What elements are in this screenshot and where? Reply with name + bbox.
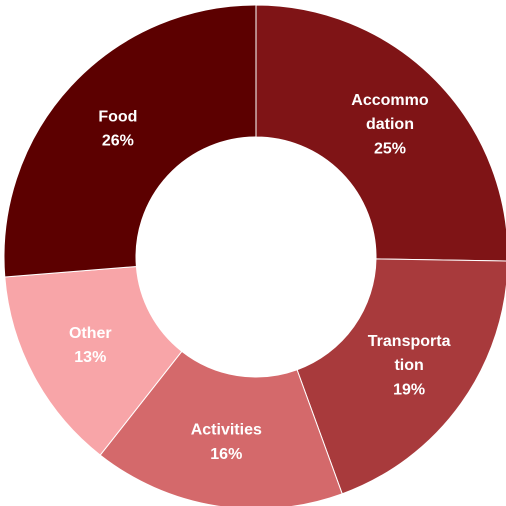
donut-slice bbox=[296, 258, 506, 495]
label-line: Accommo bbox=[351, 92, 429, 109]
label-line: Transporta bbox=[368, 333, 451, 350]
label-line: dation bbox=[366, 116, 414, 133]
donut-slice bbox=[4, 265, 183, 456]
slice-label: Food bbox=[98, 109, 137, 126]
label-line: Other bbox=[69, 325, 112, 342]
label-line: Food bbox=[98, 109, 137, 126]
donut-slice bbox=[3, 4, 257, 278]
slice-label: Transporta tion bbox=[368, 333, 451, 374]
slice-value-label: 25% bbox=[374, 140, 406, 157]
label-line: tion bbox=[394, 357, 423, 374]
slice-value-label: 19% bbox=[393, 381, 425, 398]
slice-label: Activities bbox=[191, 422, 262, 439]
slice-value-label: 13% bbox=[74, 349, 106, 366]
label-line: Activities bbox=[191, 422, 262, 439]
slice-value-label: 16% bbox=[210, 446, 242, 463]
donut-slice bbox=[99, 350, 343, 506]
slice-label: Accommo dation bbox=[351, 92, 429, 133]
slice-value-label: 26% bbox=[102, 133, 134, 150]
slice-label: Other bbox=[69, 325, 112, 342]
